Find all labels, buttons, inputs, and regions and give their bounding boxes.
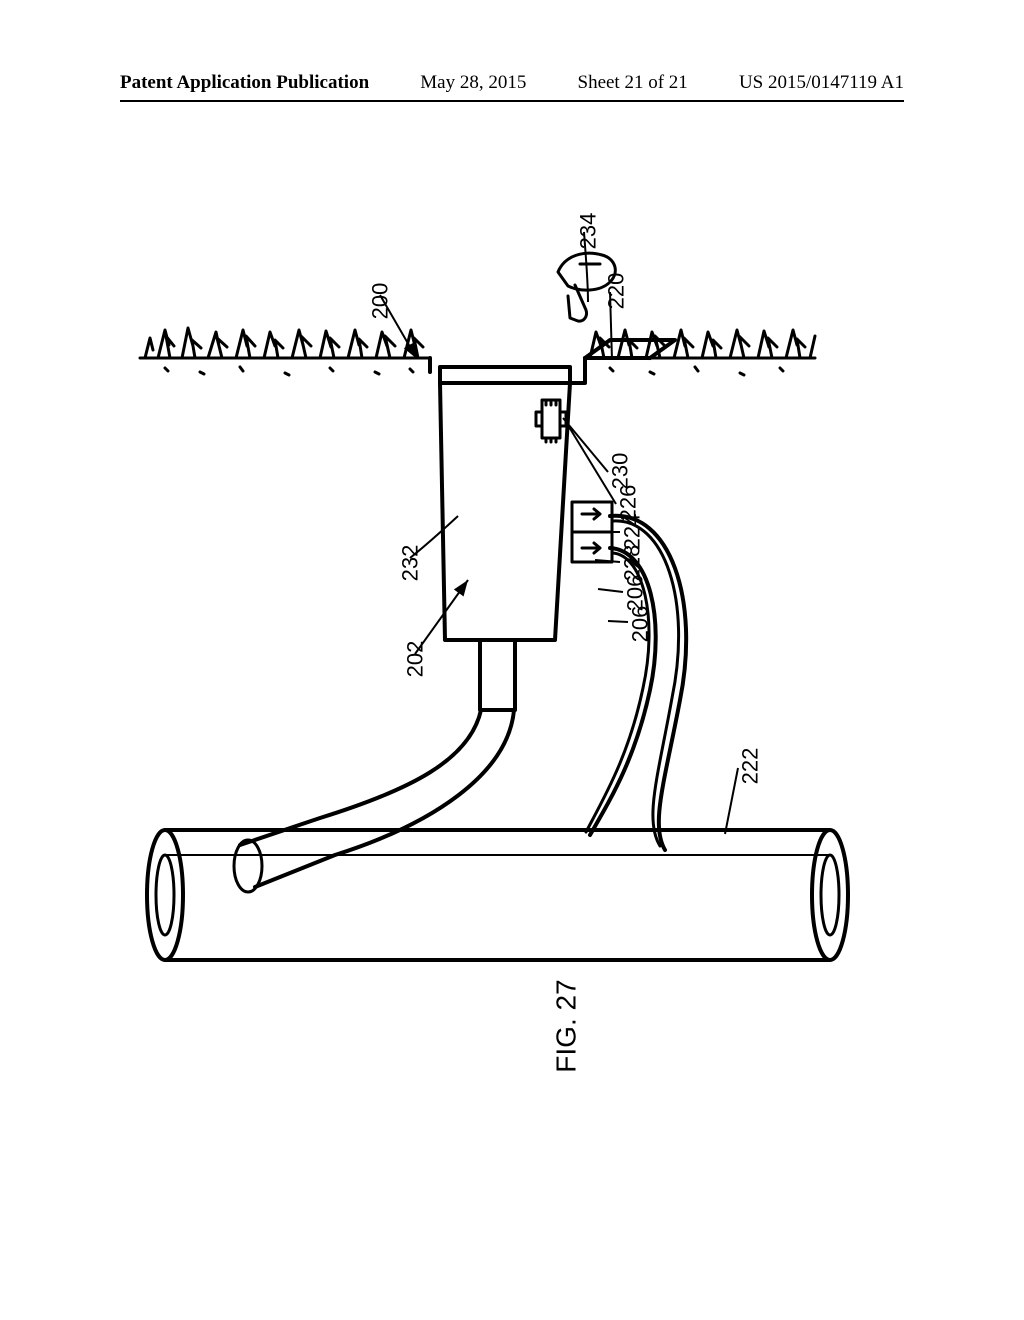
pipe-222 [147, 830, 848, 960]
figure-drawing [110, 200, 870, 1100]
header-sheet: Sheet 21 of 21 [578, 72, 688, 94]
ref-222: 222 [737, 748, 763, 785]
ref-202: 202 [402, 641, 428, 678]
header-docnum: US 2015/0147119 A1 [739, 72, 904, 94]
ref-234: 234 [575, 213, 601, 250]
ref-220: 220 [603, 273, 629, 310]
figure-caption: FIG. 27 [551, 979, 583, 1072]
header-rule [120, 100, 904, 102]
ref-232: 232 [397, 545, 423, 582]
ref-206b: 206 [627, 606, 653, 643]
box-lip [440, 367, 570, 383]
grass-left [140, 328, 430, 375]
header-date: May 28, 2015 [420, 72, 526, 94]
figure-27: 200 232 202 234 220 230 226 224 228 206 … [110, 200, 870, 1100]
box-body-232 [440, 383, 570, 640]
grass-right [585, 330, 815, 375]
fitting-226 [536, 400, 566, 442]
branch-pipe [234, 710, 514, 892]
page-header: Patent Application Publication May 28, 2… [0, 72, 1024, 94]
header-publication: Patent Application Publication [120, 72, 369, 94]
ref-200: 200 [367, 283, 393, 320]
